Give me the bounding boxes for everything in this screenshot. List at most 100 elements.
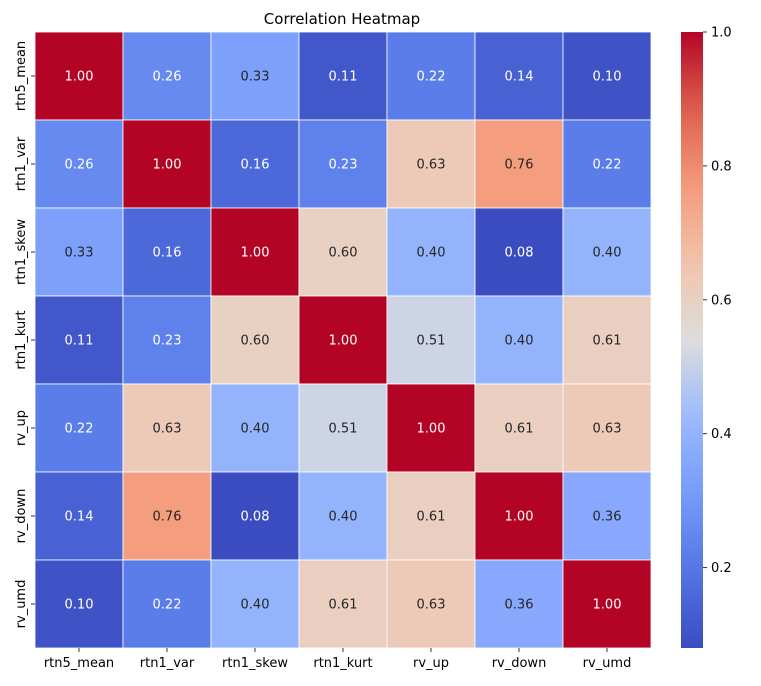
heatmap-cell-rtn5_mean-rv_up — [386, 31, 476, 121]
cell-value-label: 0.60 — [329, 246, 358, 261]
colorbar: 0.2 0.4 0.6 0.8 1.0 — [681, 26, 732, 648]
cell-value-label: 0.40 — [417, 246, 446, 261]
cell-value-label: 0.63 — [417, 158, 446, 173]
heatmap-cell-rv_down-rv_up — [386, 471, 476, 561]
y-tick-label: rv_up — [14, 410, 29, 446]
y-tick-label: rtn1_skew — [14, 219, 29, 285]
y-tick-label: rv_down — [14, 489, 29, 544]
cell-value-label: 0.16 — [153, 246, 182, 261]
heatmap-cell-rtn1_kurt-rtn5_mean — [34, 295, 124, 385]
heatmap-cell-rv_umd-rv_umd — [562, 559, 652, 649]
cell-value-label: 1.00 — [417, 422, 446, 437]
cell-value-label: 0.22 — [417, 70, 446, 85]
colorbar-tick-label: 0.6 — [711, 293, 732, 308]
cell-value-label: 1.00 — [153, 158, 182, 173]
cell-value-label: 0.60 — [241, 334, 270, 349]
heatmap-cell-rv_umd-rv_up — [386, 559, 476, 649]
cell-annotations: 1.00 0.26 0.33 0.11 0.22 0.14 0.10 0.26 1.00 0.16… — [65, 70, 622, 613]
heatmap-cell-rtn1_skew-rtn1_skew — [210, 207, 300, 297]
y-tick-label: rtn1_var — [14, 136, 29, 191]
colorbar-tick-label: 1.0 — [711, 26, 732, 41]
cell-value-label: 1.00 — [593, 598, 622, 613]
x-axis: rtn5_mean rtn1_var rtn1_skew rtn1_kurt rv_up… — [44, 648, 631, 671]
cell-value-label: 0.10 — [593, 70, 622, 85]
cell-value-label: 0.61 — [593, 334, 622, 349]
heatmap-cell-rtn5_mean-rtn1_var — [122, 31, 212, 121]
cell-value-label: 0.61 — [505, 422, 534, 437]
y-tick-label: rtn1_kurt — [14, 310, 29, 369]
x-tick-label: rv_down — [492, 656, 547, 671]
heatmap-cells — [34, 31, 652, 649]
cell-value-label: 0.08 — [505, 246, 534, 261]
heatmap-cell-rv_umd-rv_down — [474, 559, 564, 649]
heatmap-cell-rtn1_var-rv_down — [474, 119, 564, 209]
cell-value-label: 0.51 — [329, 422, 358, 437]
heatmap-cell-rtn1_kurt-rtn1_kurt — [298, 295, 388, 385]
cell-value-label: 0.63 — [593, 422, 622, 437]
heatmap-cell-rtn1_skew-rtn5_mean — [34, 207, 124, 297]
cell-value-label: 0.61 — [329, 598, 358, 613]
heatmap-cell-rtn1_var-rv_up — [386, 119, 476, 209]
cell-value-label: 0.40 — [593, 246, 622, 261]
heatmap-cell-rv_up-rv_umd — [562, 383, 652, 473]
heatmap-cell-rtn1_var-rv_umd — [562, 119, 652, 209]
cell-value-label: 0.10 — [65, 598, 94, 613]
cell-value-label: 0.76 — [153, 510, 182, 525]
cell-value-label: 0.40 — [329, 510, 358, 525]
y-tick-label: rtn5_mean — [14, 41, 29, 111]
cell-value-label: 0.22 — [153, 598, 182, 613]
x-tick-label: rtn1_skew — [222, 656, 288, 671]
colorbar-tick-label: 0.2 — [711, 561, 732, 576]
cell-value-label: 0.14 — [505, 70, 534, 85]
heatmap-cell-rv_up-rtn1_skew — [210, 383, 300, 473]
cell-value-label: 0.08 — [241, 510, 270, 525]
cell-value-label: 0.63 — [153, 422, 182, 437]
heatmap-cell-rv_umd-rtn1_kurt — [298, 559, 388, 649]
cell-value-label: 0.61 — [417, 510, 446, 525]
heatmap-cell-rtn1_skew-rtn1_var — [122, 207, 212, 297]
heatmap-cell-rtn1_skew-rv_umd — [562, 207, 652, 297]
heatmap-cell-rv_down-rtn1_skew — [210, 471, 300, 561]
heatmap-cell-rtn1_kurt-rv_umd — [562, 295, 652, 385]
colorbar-gradient — [681, 32, 703, 648]
heatmap-cell-rtn5_mean-rv_down — [474, 31, 564, 121]
heatmap-cell-rv_down-rtn1_kurt — [298, 471, 388, 561]
heatmap-cell-rv_umd-rtn5_mean — [34, 559, 124, 649]
heatmap-cell-rtn5_mean-rtn1_skew — [210, 31, 300, 121]
colorbar-tick-label: 0.8 — [711, 159, 732, 174]
cell-value-label: 0.26 — [65, 158, 94, 173]
cell-value-label: 0.76 — [505, 158, 534, 173]
y-axis: rtn5_mean rtn1_var rtn1_skew rtn1_kurt rv_up… — [14, 41, 35, 628]
cell-value-label: 0.63 — [417, 598, 446, 613]
cell-value-label: 0.22 — [593, 158, 622, 173]
cell-value-label: 0.16 — [241, 158, 270, 173]
cell-value-label: 0.11 — [65, 334, 94, 349]
cell-value-label: 0.36 — [593, 510, 622, 525]
cell-value-label: 1.00 — [329, 334, 358, 349]
x-tick-label: rtn5_mean — [44, 656, 114, 671]
heatmap-cell-rtn1_kurt-rtn1_var — [122, 295, 212, 385]
cell-value-label: 0.40 — [505, 334, 534, 349]
heatmap-cell-rtn1_skew-rv_up — [386, 207, 476, 297]
colorbar-tick-label: 0.4 — [711, 427, 732, 442]
cell-value-label: 0.36 — [505, 598, 534, 613]
cell-value-label: 0.11 — [329, 70, 358, 85]
cell-value-label: 0.23 — [153, 334, 182, 349]
heatmap-cell-rv_up-rtn5_mean — [34, 383, 124, 473]
cell-value-label: 0.33 — [65, 246, 94, 261]
cell-value-label: 0.14 — [65, 510, 94, 525]
heatmap-cell-rtn1_skew-rv_down — [474, 207, 564, 297]
cell-value-label: 0.40 — [241, 422, 270, 437]
heatmap-cell-rv_down-rtn1_var — [122, 471, 212, 561]
cell-value-label: 0.26 — [153, 70, 182, 85]
cell-value-label: 0.23 — [329, 158, 358, 173]
heatmap-cell-rtn1_var-rtn5_mean — [34, 119, 124, 209]
heatmap-cell-rtn5_mean-rtn5_mean — [34, 31, 124, 121]
x-tick-label: rtn1_var — [140, 656, 195, 671]
heatmap-cell-rv_down-rtn5_mean — [34, 471, 124, 561]
cell-value-label: 1.00 — [505, 510, 534, 525]
x-tick-label: rtn1_kurt — [313, 656, 372, 671]
heatmap-cell-rv_down-rv_umd — [562, 471, 652, 561]
cell-value-label: 1.00 — [65, 70, 94, 85]
